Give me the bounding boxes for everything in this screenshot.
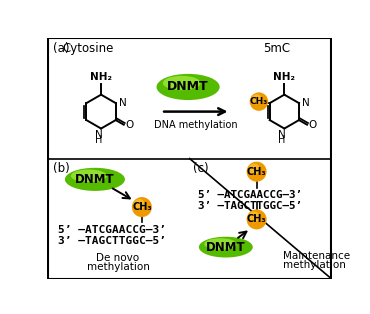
Text: O: O bbox=[125, 120, 134, 130]
Text: (c): (c) bbox=[194, 162, 209, 176]
Circle shape bbox=[250, 92, 268, 111]
Text: DNMT: DNMT bbox=[75, 173, 115, 186]
Ellipse shape bbox=[204, 238, 236, 250]
Text: (a): (a) bbox=[53, 42, 69, 55]
Text: NH₂: NH₂ bbox=[90, 72, 112, 82]
Text: 3’ –TAGCTTGGC–5’: 3’ –TAGCTTGGC–5’ bbox=[58, 236, 166, 246]
Ellipse shape bbox=[65, 168, 125, 191]
Text: CH₃: CH₃ bbox=[247, 167, 266, 177]
Ellipse shape bbox=[163, 76, 201, 90]
Text: (b): (b) bbox=[53, 162, 69, 176]
Text: DNMT: DNMT bbox=[206, 241, 246, 254]
Text: CH₃: CH₃ bbox=[132, 202, 152, 212]
Circle shape bbox=[247, 209, 267, 230]
Text: Cytosine: Cytosine bbox=[63, 42, 114, 55]
Text: DNA methylation: DNA methylation bbox=[154, 120, 238, 130]
Text: N: N bbox=[119, 98, 127, 108]
Circle shape bbox=[247, 162, 267, 182]
Text: CH₃: CH₃ bbox=[247, 214, 266, 225]
Circle shape bbox=[134, 199, 145, 210]
Text: NH₂: NH₂ bbox=[273, 72, 295, 82]
Text: 5mC: 5mC bbox=[263, 42, 290, 55]
Ellipse shape bbox=[157, 74, 220, 100]
Text: methylation: methylation bbox=[87, 262, 149, 272]
Text: De novo: De novo bbox=[97, 253, 139, 263]
Circle shape bbox=[132, 197, 152, 217]
Text: methylation: methylation bbox=[283, 260, 346, 270]
Text: 5’ –ATCGAACCG–3’: 5’ –ATCGAACCG–3’ bbox=[198, 190, 302, 200]
Circle shape bbox=[252, 94, 262, 104]
Text: N: N bbox=[302, 98, 310, 108]
Circle shape bbox=[249, 164, 260, 175]
Text: CH₃: CH₃ bbox=[250, 97, 268, 106]
Text: H: H bbox=[95, 135, 102, 145]
Circle shape bbox=[249, 211, 260, 222]
Text: DNMT: DNMT bbox=[167, 80, 209, 94]
Text: Maintenance: Maintenance bbox=[283, 251, 350, 261]
Text: N: N bbox=[278, 130, 286, 140]
Ellipse shape bbox=[199, 237, 253, 257]
Text: O: O bbox=[309, 120, 317, 130]
Text: N: N bbox=[95, 130, 102, 140]
Text: 5’ –ATCGAACCG–3’: 5’ –ATCGAACCG–3’ bbox=[58, 225, 166, 235]
Text: H: H bbox=[278, 135, 286, 145]
Text: 3’ –TAGCTTGGC–5’: 3’ –TAGCTTGGC–5’ bbox=[198, 201, 302, 211]
Ellipse shape bbox=[71, 170, 107, 182]
